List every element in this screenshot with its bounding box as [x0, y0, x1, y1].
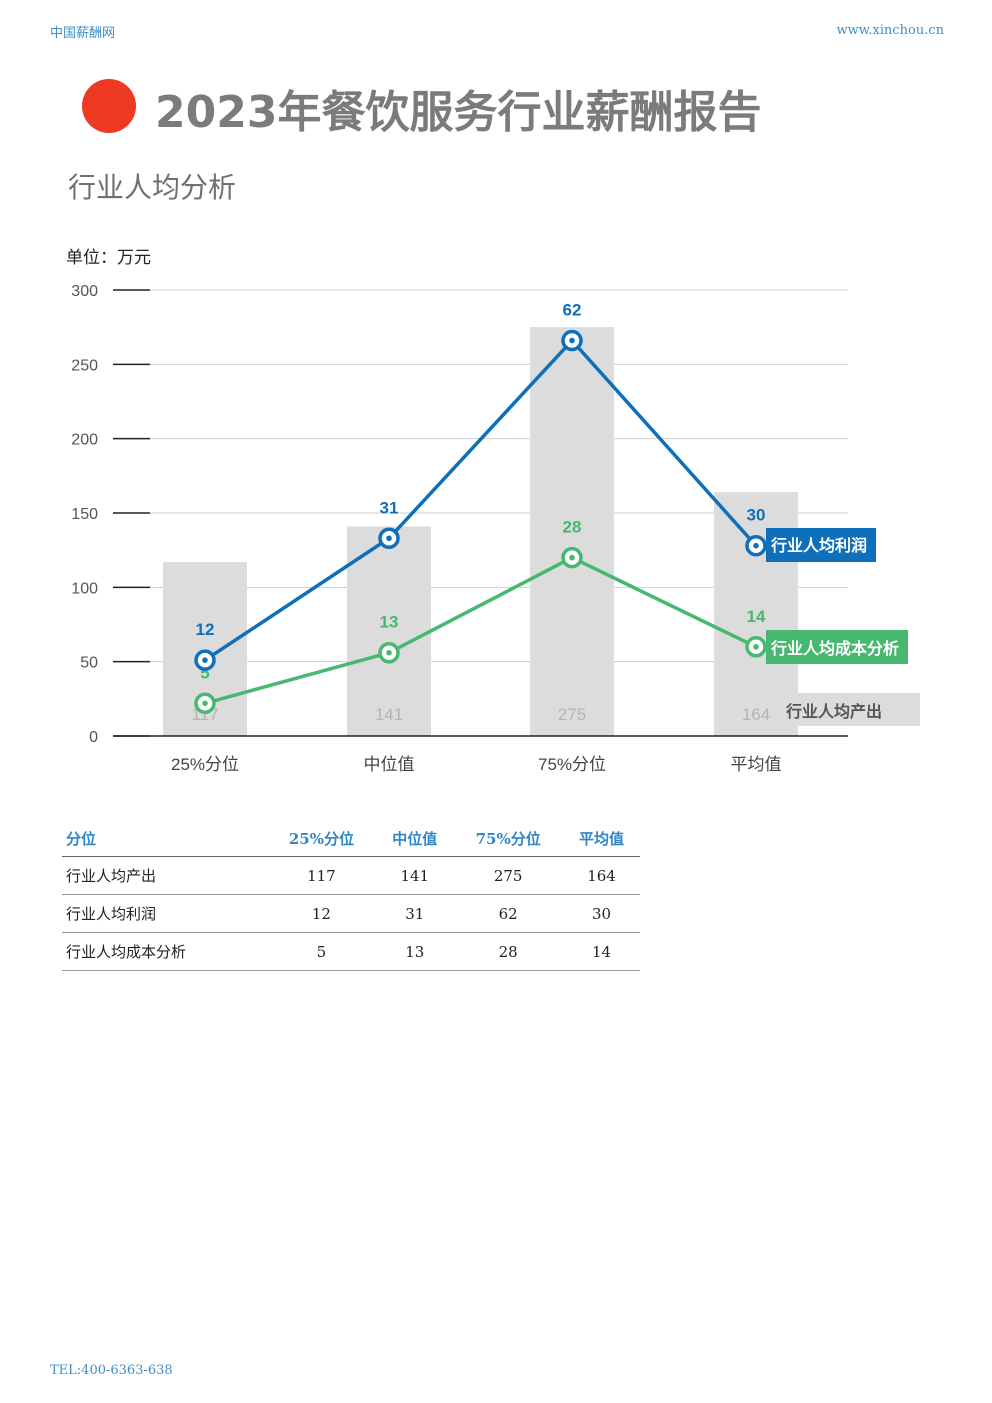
profit-point-center: [753, 542, 759, 549]
report-title: 2023年餐饮服务行业薪酬报告: [155, 87, 762, 138]
cost-line: [204, 555, 757, 705]
table-cell: 12: [266, 894, 377, 933]
table-cell: 行业人均产出: [62, 856, 267, 895]
table-cell: 5: [266, 932, 377, 971]
section-title: 行业人均分析: [68, 171, 237, 204]
table-cell: 117: [266, 856, 377, 895]
profit-point-center: [569, 337, 575, 344]
y-tick-label: 300: [71, 283, 98, 300]
cost-data-label: 28: [563, 518, 582, 537]
y-tick-label: 50: [80, 655, 98, 672]
legend-profit-label: 行业人均利润: [770, 536, 867, 555]
table-cell: 28: [453, 932, 564, 971]
legend-cost-label: 行业人均成本分析: [770, 639, 899, 658]
table-cell: 275: [453, 856, 564, 895]
table-cell: 164: [563, 856, 640, 895]
x-tick-label: 75%分位: [538, 755, 606, 774]
title-dot-icon: [82, 79, 136, 133]
table-cell: 14: [563, 932, 640, 971]
table-cell: 31: [376, 894, 454, 933]
cost-point-center: [569, 554, 575, 561]
unit-label: 单位：万元: [66, 248, 151, 268]
table-header-cell: 25%分位: [266, 820, 377, 857]
profit-data-label: 31: [380, 498, 399, 517]
table-row: 行业人均产出 117 141 275 164: [62, 856, 640, 895]
legend-cost-box: [766, 630, 908, 664]
table-cell: 行业人均成本分析: [62, 932, 267, 971]
cost-data-label: 13: [380, 613, 399, 632]
bar-value-label: 275: [558, 705, 586, 724]
table-header-cell: 平均值: [563, 820, 640, 857]
table-header-cell: 分位: [62, 820, 267, 857]
profit-point-center: [202, 657, 208, 663]
site-name: 中国薪酬网: [50, 26, 116, 41]
x-tick-label: 25%分位: [171, 755, 239, 774]
cost-data-label: 14: [747, 607, 766, 626]
y-tick-label: 200: [71, 432, 98, 449]
table-cell: 62: [453, 894, 564, 933]
table-header-row: 分位 25%分位 中位值 75%分位 平均值: [62, 820, 640, 857]
profit-point-center: [386, 535, 392, 542]
cost-point-center: [202, 700, 208, 707]
y-tick-label: 150: [71, 506, 98, 523]
profit-data-label: 62: [563, 301, 582, 320]
legend-profit-box: [766, 528, 876, 562]
cost-data-label: 5: [200, 663, 209, 682]
profit-data-label: 30: [747, 506, 766, 525]
y-tick-label: 0: [89, 729, 98, 746]
site-url[interactable]: www.xinchou.cn: [836, 23, 944, 38]
bar-value-label: 164: [742, 705, 770, 724]
footer-tel: TEL:400-6363-638: [50, 1363, 173, 1378]
table-cell: 30: [563, 894, 640, 933]
legend-output-box: [772, 693, 920, 726]
profit-data-label: 12: [196, 620, 215, 639]
cost-point-center: [753, 644, 759, 650]
legend-output-label: 行业人均产出: [785, 702, 882, 721]
table-cell: 141: [376, 856, 454, 895]
y-tick-label: 100: [71, 580, 98, 597]
table-header-cell: 中位值: [376, 820, 454, 857]
table-row: 行业人均利润 12 31 62 30: [62, 894, 640, 933]
table-header-cell: 75%分位: [453, 820, 564, 857]
x-tick-label: 中位值: [364, 755, 415, 774]
y-tick-label: 250: [71, 357, 98, 374]
table-row: 行业人均成本分析 5 13 28 14: [62, 932, 640, 971]
x-tick-label: 平均值: [731, 755, 782, 774]
profit-line: [204, 337, 758, 662]
table-cell: 行业人均利润: [62, 894, 267, 933]
bar-value-label: 141: [375, 705, 403, 724]
bar-output: [347, 526, 431, 736]
data-table: 分位 25%分位 中位值 75%分位 平均值 行业人均产出 117 141 27…: [62, 820, 640, 971]
cost-point-center: [386, 649, 392, 656]
table-cell: 13: [376, 932, 454, 971]
bar-output: [530, 327, 614, 736]
